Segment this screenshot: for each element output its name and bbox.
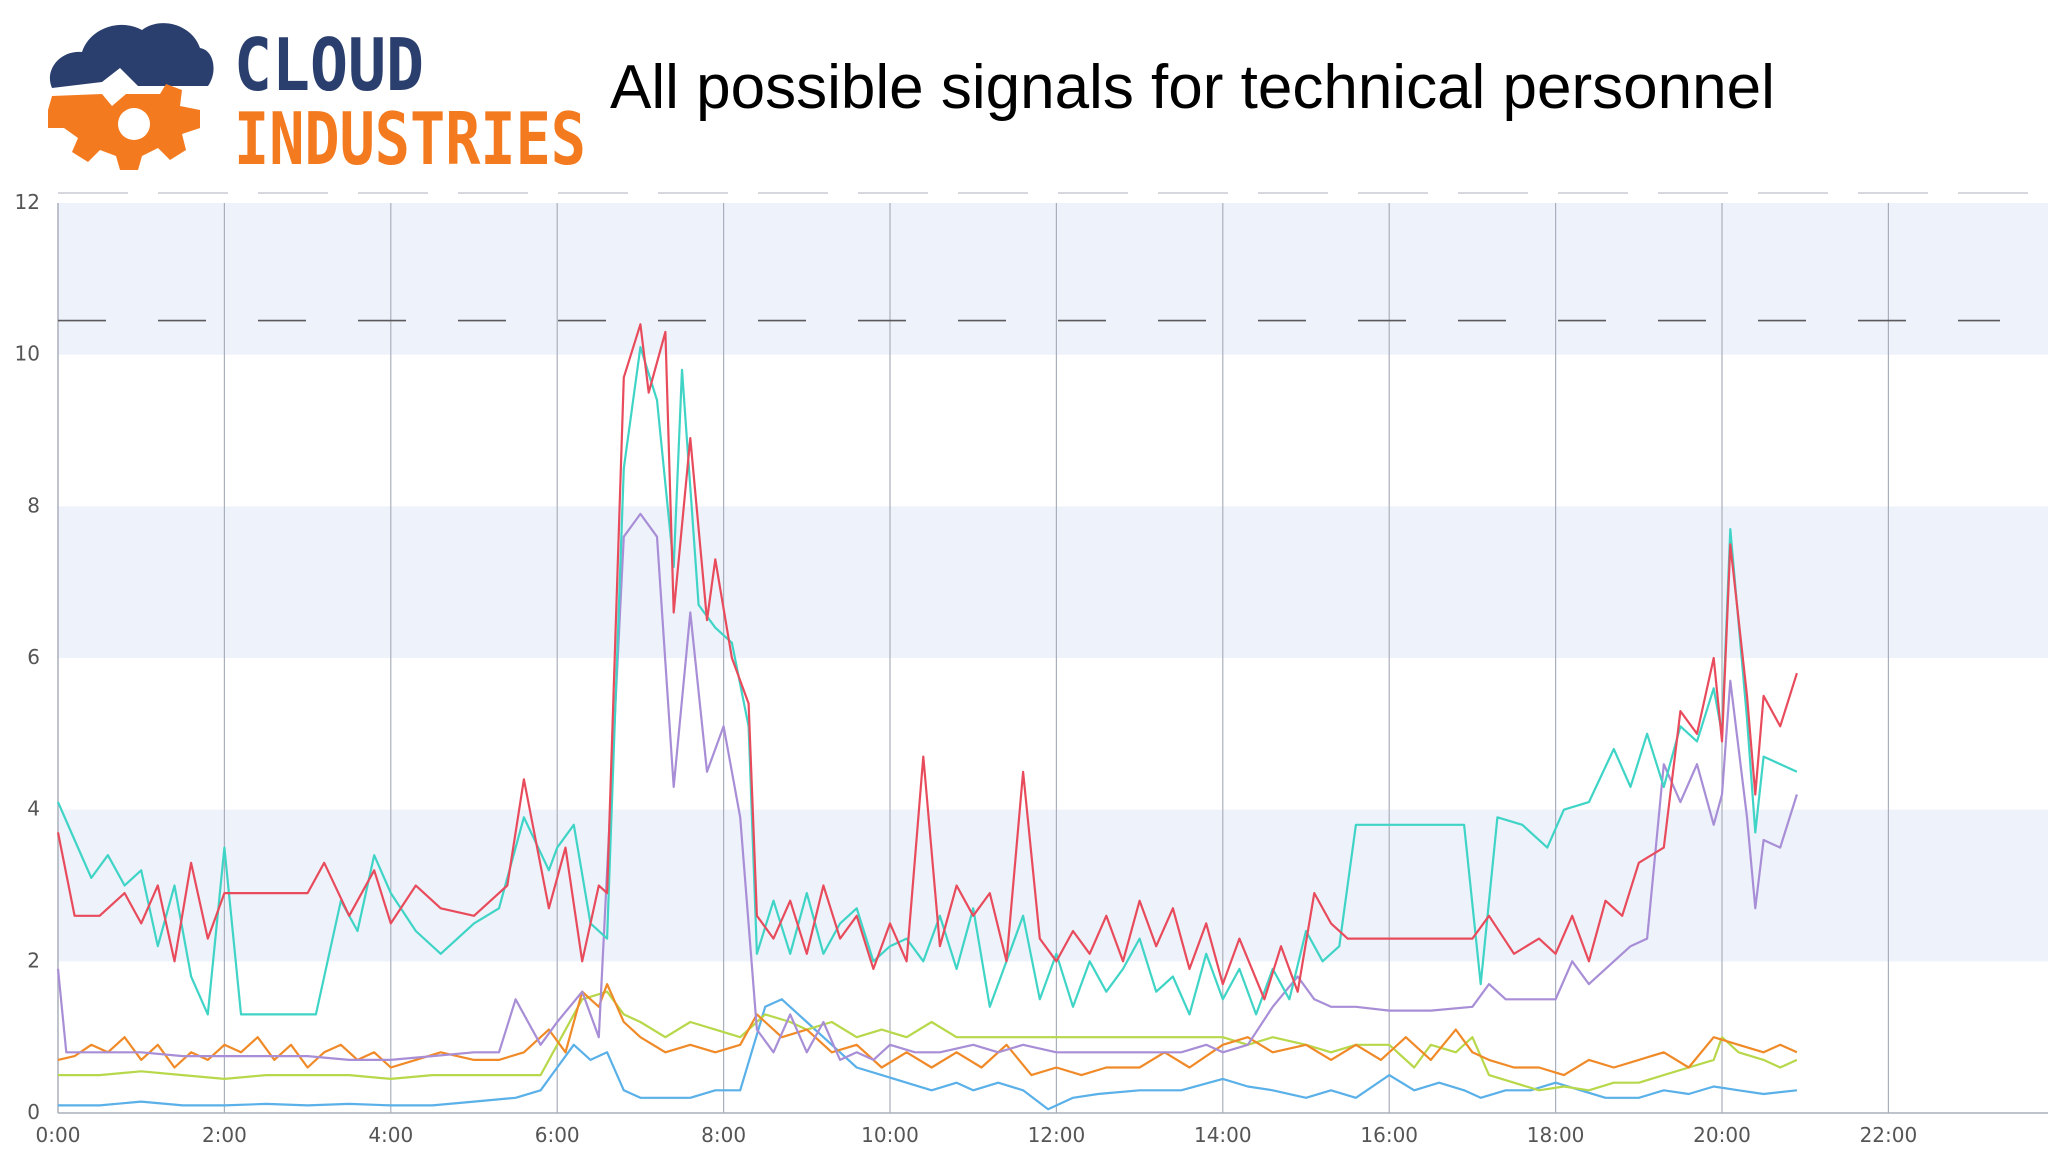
- x-tick-label: 10:00: [861, 1123, 919, 1147]
- x-tick-label: 4:00: [368, 1123, 413, 1147]
- cloud-icon: [49, 23, 214, 88]
- x-tick-label: 12:00: [1028, 1123, 1086, 1147]
- y-tick-label: 0: [27, 1100, 40, 1124]
- background-band: [58, 506, 2048, 658]
- background-band: [58, 809, 2048, 962]
- header: CLOUD INDUSTRIES All possible signals fo…: [0, 0, 2048, 185]
- background-bands: [58, 203, 2048, 962]
- page-title: All possible signals for technical perso…: [610, 53, 1775, 122]
- series-line: [56, 323, 1798, 1001]
- y-axis-ticks: 0 2 4 6 8 10 12: [15, 190, 40, 1124]
- x-tick-label: 6:00: [535, 1123, 580, 1147]
- series-line: [56, 512, 1798, 1061]
- background-band: [58, 203, 2048, 355]
- gear-icon: [48, 84, 200, 170]
- brand-wordmark: CLOUD INDUSTRIES: [234, 23, 586, 172]
- x-tick-label: 2:00: [202, 1123, 247, 1147]
- x-tick-label: 0:00: [36, 1123, 81, 1147]
- brand-line-2: INDUSTRIES: [234, 97, 586, 172]
- x-tick-label: 22:00: [1860, 1123, 1918, 1147]
- x-tick-label: 14:00: [1194, 1123, 1252, 1147]
- x-axis-ticks: 0:00 2:00 4:00 6:00 8:00 10:00 12:00 14:00 16:00…: [36, 1123, 1918, 1147]
- x-tick-label: 18:00: [1527, 1123, 1585, 1147]
- series-line: [56, 346, 1798, 1016]
- grid-lines: [57, 192, 2048, 1114]
- y-tick-label: 6: [27, 645, 40, 669]
- x-tick-label: 20:00: [1693, 1123, 1751, 1147]
- series-lines: [56, 323, 1798, 1111]
- x-tick-label: 8:00: [701, 1123, 746, 1147]
- y-tick-label: 4: [27, 797, 40, 821]
- signals-line-chart: 0 2 4 6 8 10 12 0:00 2:00 4:00 6:00 8:00 10:00 12:00…: [15, 190, 2048, 1147]
- x-tick-label: 16:00: [1360, 1123, 1418, 1147]
- series-line: [58, 998, 1798, 1111]
- y-tick-label: 10: [15, 342, 40, 366]
- y-tick-label: 12: [15, 190, 40, 214]
- brand-line-1: CLOUD: [234, 23, 424, 107]
- series-line: [57, 983, 1798, 1077]
- cloud-gear-logo-icon: [48, 23, 214, 170]
- y-tick-label: 2: [27, 948, 40, 972]
- y-tick-label: 8: [27, 493, 40, 517]
- series-line: [58, 990, 1798, 1092]
